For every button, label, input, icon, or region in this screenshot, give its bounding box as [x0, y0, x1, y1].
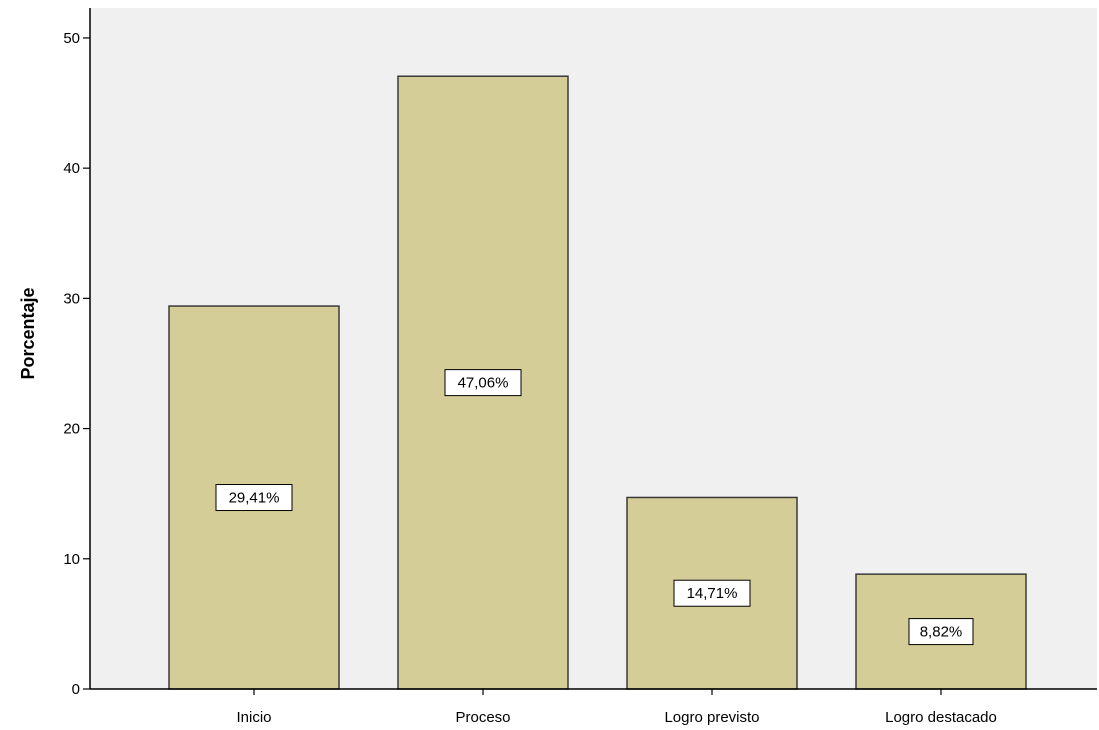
- data-label: 8,82%: [920, 624, 963, 641]
- x-tick-label: Logro previsto: [664, 709, 759, 726]
- x-tick-label: Logro destacado: [885, 709, 997, 726]
- y-tick-label: 20: [63, 421, 80, 438]
- data-label: 29,41%: [229, 490, 280, 507]
- y-tick-label: 30: [63, 290, 80, 307]
- x-axis: Inicio Proceso Logro previsto Logro destaca…: [90, 688, 1097, 726]
- data-label: 47,06%: [458, 375, 509, 392]
- y-axis-label: Porcentaje: [18, 287, 38, 379]
- y-tick-label: 10: [63, 551, 80, 568]
- x-tick-label: Inicio: [236, 709, 271, 726]
- y-tick-label: 50: [63, 30, 80, 47]
- y-tick-label: 40: [63, 160, 80, 177]
- x-tick-label: Proceso: [455, 709, 510, 726]
- data-labels-group: 29,41% 47,06% 14,71% 8,82%: [215, 369, 974, 646]
- data-label-box: [673, 579, 751, 607]
- data-label-box: [215, 484, 293, 512]
- y-tick-label: 0: [72, 681, 80, 698]
- data-label-box: [908, 618, 974, 646]
- data-label: 14,71%: [687, 585, 738, 602]
- y-axis: 0 10 20 30 40 50: [63, 8, 91, 698]
- data-label-box: [444, 369, 522, 397]
